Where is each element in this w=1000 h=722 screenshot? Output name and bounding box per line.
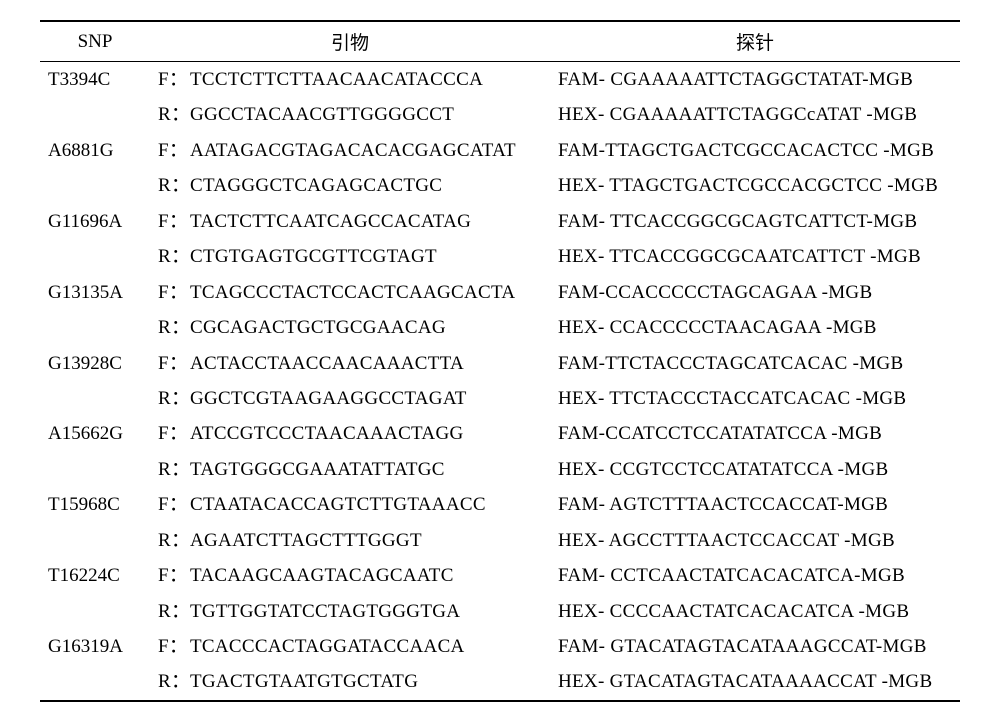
primer-reverse: R：TGTTGGTATCCTAGTGGGTGA	[150, 594, 550, 629]
table-row: T16224CF：TACAAGCAAGTACAGCAATCFAM- CCTCAA…	[40, 558, 960, 593]
probe-hex: HEX- CCGTCCTCCATATATCCA -MGB	[550, 452, 960, 487]
table-row: R：CTAGGGCTCAGAGCACTGCHEX- TTAGCTGACTCGCC…	[40, 168, 960, 203]
table-row: G13928CF：ACTACCTAACCAACAAACTTAFAM-TTCTAC…	[40, 346, 960, 381]
primer-forward: F：TACAAGCAAGTACAGCAATC	[150, 558, 550, 593]
snp-cell: A15662G	[40, 416, 150, 451]
snp-cell-empty	[40, 239, 150, 274]
primer-reverse: R：CGCAGACTGCTGCGAACAG	[150, 310, 550, 345]
primer-reverse: R：GGCCTACAACGTTGGGGCCT	[150, 97, 550, 132]
primer-forward: F：TCACCCACTAGGATACCAACA	[150, 629, 550, 664]
primer-forward: F：TACTCTTCAATCAGCCACATAG	[150, 204, 550, 239]
primer-reverse: R：TAGTGGGCGAAATATTATGC	[150, 452, 550, 487]
header-probe: 探针	[550, 21, 960, 62]
snp-cell: G16319A	[40, 629, 150, 664]
table-row: A6881GF：AATAGACGTAGACACACGAGCATATFAM-TTA…	[40, 133, 960, 168]
probe-hex: HEX- AGCCTTTAACTCCACCAT -MGB	[550, 523, 960, 558]
probe-fam: FAM- GTACATAGTACATAAAGCCAT-MGB	[550, 629, 960, 664]
snp-cell-empty	[40, 97, 150, 132]
snp-cell: T15968C	[40, 487, 150, 522]
primer-reverse: R：AGAATCTTAGCTTTGGGT	[150, 523, 550, 558]
snp-cell: G13928C	[40, 346, 150, 381]
table-row: R：CTGTGAGTGCGTTCGTAGTHEX- TTCACCGGCGCAAT…	[40, 239, 960, 274]
primer-forward: F：AATAGACGTAGACACACGAGCATAT	[150, 133, 550, 168]
probe-fam: FAM- TTCACCGGCGCAGTCATTCT-MGB	[550, 204, 960, 239]
table-row: R：GGCCTACAACGTTGGGGCCTHEX- CGAAAAATTCTAG…	[40, 97, 960, 132]
table-row: T15968CF：CTAATACACCAGTCTTGTAAACCFAM- AGT…	[40, 487, 960, 522]
primer-forward: F：CTAATACACCAGTCTTGTAAACC	[150, 487, 550, 522]
snp-cell-empty	[40, 452, 150, 487]
snp-cell-empty	[40, 168, 150, 203]
table-row: R：GGCTCGTAAGAAGGCCTAGATHEX- TTCTACCCTACC…	[40, 381, 960, 416]
primer-reverse: R：GGCTCGTAAGAAGGCCTAGAT	[150, 381, 550, 416]
snp-cell-empty	[40, 594, 150, 629]
table-row: R：AGAATCTTAGCTTTGGGTHEX- AGCCTTTAACTCCAC…	[40, 523, 960, 558]
snp-cell-empty	[40, 523, 150, 558]
probe-fam: FAM- AGTCTTTAACTCCACCAT-MGB	[550, 487, 960, 522]
primer-forward: F：TCAGCCCTACTCCACTCAAGCACTA	[150, 275, 550, 310]
snp-cell: G11696A	[40, 204, 150, 239]
table-row: G16319AF：TCACCCACTAGGATACCAACAFAM- GTACA…	[40, 629, 960, 664]
snp-cell-empty	[40, 664, 150, 700]
snp-cell: T16224C	[40, 558, 150, 593]
probe-hex: HEX- TTAGCTGACTCGCCACGCTCC -MGB	[550, 168, 960, 203]
snp-cell-empty	[40, 381, 150, 416]
table-row: R：CGCAGACTGCTGCGAACAGHEX- CCACCCCCTAACAG…	[40, 310, 960, 345]
probe-fam: FAM- CCTCAACTATCACACATCA-MGB	[550, 558, 960, 593]
probe-hex: HEX- CCACCCCCTAACAGAA -MGB	[550, 310, 960, 345]
probe-hex: HEX- CGAAAAATTCTAGGCcATAT -MGB	[550, 97, 960, 132]
table-row: R：TAGTGGGCGAAATATTATGCHEX- CCGTCCTCCATAT…	[40, 452, 960, 487]
table-row: T3394CF：TCCTCTTCTTAACAACATACCCAFAM- CGAA…	[40, 62, 960, 98]
probe-fam: FAM-TTCTACCCTAGCATCACAC -MGB	[550, 346, 960, 381]
probe-fam: FAM-CCATCCTCCATATATCCA -MGB	[550, 416, 960, 451]
header-primer: 引物	[150, 21, 550, 62]
probe-fam: FAM-CCACCCCCTAGCAGAA -MGB	[550, 275, 960, 310]
primer-forward: F：ACTACCTAACCAACAAACTTA	[150, 346, 550, 381]
probe-hex: HEX- TTCACCGGCGCAATCATTCT -MGB	[550, 239, 960, 274]
snp-cell-empty	[40, 310, 150, 345]
primer-reverse: R：TGACTGTAATGTGCTATG	[150, 664, 550, 700]
snp-table: SNP 引物 探针 T3394CF：TCCTCTTCTTAACAACATACCC…	[40, 20, 960, 702]
primer-forward: F：ATCCGTCCCTAACAAACTAGG	[150, 416, 550, 451]
primer-forward: F：TCCTCTTCTTAACAACATACCCA	[150, 62, 550, 98]
table-row: G13135AF：TCAGCCCTACTCCACTCAAGCACTAFAM-CC…	[40, 275, 960, 310]
primer-reverse: R：CTAGGGCTCAGAGCACTGC	[150, 168, 550, 203]
table-row: G11696AF：TACTCTTCAATCAGCCACATAGFAM- TTCA…	[40, 204, 960, 239]
probe-hex: HEX- CCCCAACTATCACACATCA -MGB	[550, 594, 960, 629]
table-row: A15662GF：ATCCGTCCCTAACAAACTAGGFAM-CCATCC…	[40, 416, 960, 451]
snp-cell: A6881G	[40, 133, 150, 168]
table-row: R：TGACTGTAATGTGCTATGHEX- GTACATAGTACATAA…	[40, 664, 960, 700]
snp-cell: G13135A	[40, 275, 150, 310]
primer-reverse: R：CTGTGAGTGCGTTCGTAGT	[150, 239, 550, 274]
header-row: SNP 引物 探针	[40, 21, 960, 62]
header-snp: SNP	[40, 21, 150, 62]
probe-hex: HEX- TTCTACCCTACCATCACAC -MGB	[550, 381, 960, 416]
table-body: T3394CF：TCCTCTTCTTAACAACATACCCAFAM- CGAA…	[40, 62, 960, 701]
probe-hex: HEX- GTACATAGTACATAAAACCAT -MGB	[550, 664, 960, 700]
snp-cell: T3394C	[40, 62, 150, 98]
probe-fam: FAM-TTAGCTGACTCGCCACACTCC -MGB	[550, 133, 960, 168]
table-row: R：TGTTGGTATCCTAGTGGGTGAHEX- CCCCAACTATCA…	[40, 594, 960, 629]
probe-fam: FAM- CGAAAAATTCTAGGCTATAT-MGB	[550, 62, 960, 98]
